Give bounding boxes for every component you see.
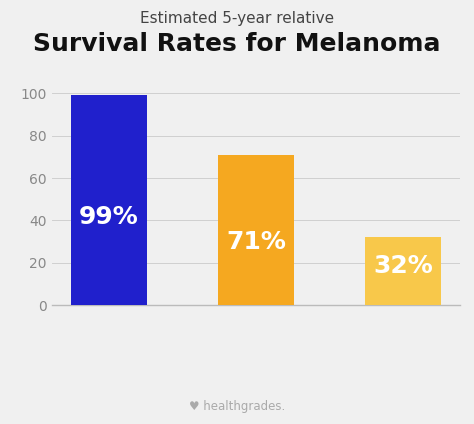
Bar [365,237,441,305]
Text: 32%: 32% [373,254,433,278]
Bar [218,155,294,305]
Text: Estimated 5-year relative: Estimated 5-year relative [140,11,334,25]
Text: ♥ healthgrades.: ♥ healthgrades. [189,400,285,413]
Bar [71,95,147,305]
Text: 99%: 99% [79,205,139,229]
Text: Survival Rates for Melanoma: Survival Rates for Melanoma [33,32,441,56]
Text: 71%: 71% [226,230,286,254]
